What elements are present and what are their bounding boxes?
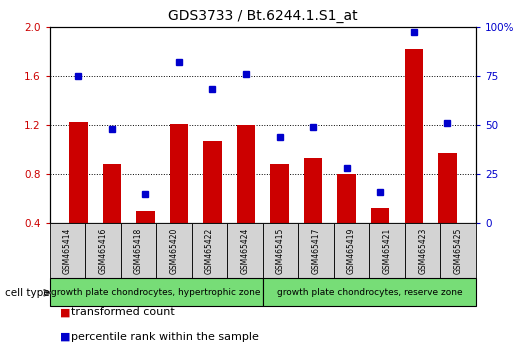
Bar xyxy=(405,48,423,272)
Bar xyxy=(50,278,263,306)
Bar xyxy=(69,122,87,272)
Bar xyxy=(85,223,121,278)
Text: GSM465421: GSM465421 xyxy=(383,227,392,274)
Text: ■: ■ xyxy=(60,307,71,317)
Bar xyxy=(440,223,476,278)
Bar xyxy=(121,223,156,278)
Text: growth plate chondrocytes, hypertrophic zone: growth plate chondrocytes, hypertrophic … xyxy=(51,287,261,297)
Bar xyxy=(237,125,255,272)
Text: GSM465415: GSM465415 xyxy=(276,227,285,274)
Bar xyxy=(405,223,440,278)
Bar xyxy=(270,164,289,272)
Text: GSM465416: GSM465416 xyxy=(98,227,107,274)
Bar xyxy=(50,223,85,278)
Text: transformed count: transformed count xyxy=(71,307,174,317)
Bar xyxy=(304,158,322,272)
Bar xyxy=(203,141,222,272)
Bar xyxy=(136,211,155,272)
Bar xyxy=(103,164,121,272)
Text: growth plate chondrocytes, reserve zone: growth plate chondrocytes, reserve zone xyxy=(277,287,462,297)
Text: GSM465419: GSM465419 xyxy=(347,227,356,274)
Text: GSM465422: GSM465422 xyxy=(205,227,214,274)
Bar xyxy=(263,278,476,306)
Bar xyxy=(337,174,356,272)
Bar xyxy=(192,223,228,278)
Text: GSM465425: GSM465425 xyxy=(453,227,463,274)
Bar xyxy=(169,124,188,272)
Text: GSM465423: GSM465423 xyxy=(418,227,427,274)
Text: GSM465420: GSM465420 xyxy=(169,227,178,274)
Text: GSM465417: GSM465417 xyxy=(312,227,321,274)
Title: GDS3733 / Bt.6244.1.S1_at: GDS3733 / Bt.6244.1.S1_at xyxy=(168,9,358,23)
Bar xyxy=(369,223,405,278)
Bar xyxy=(438,153,457,272)
Text: GSM465418: GSM465418 xyxy=(134,227,143,274)
Bar xyxy=(371,208,390,272)
Bar xyxy=(228,223,263,278)
Text: percentile rank within the sample: percentile rank within the sample xyxy=(71,332,258,342)
Bar xyxy=(334,223,369,278)
Text: GSM465414: GSM465414 xyxy=(63,227,72,274)
Text: ■: ■ xyxy=(60,332,71,342)
Bar xyxy=(156,223,192,278)
Bar xyxy=(298,223,334,278)
Text: cell type: cell type xyxy=(5,288,50,298)
Text: GSM465424: GSM465424 xyxy=(241,227,249,274)
Bar xyxy=(263,223,298,278)
